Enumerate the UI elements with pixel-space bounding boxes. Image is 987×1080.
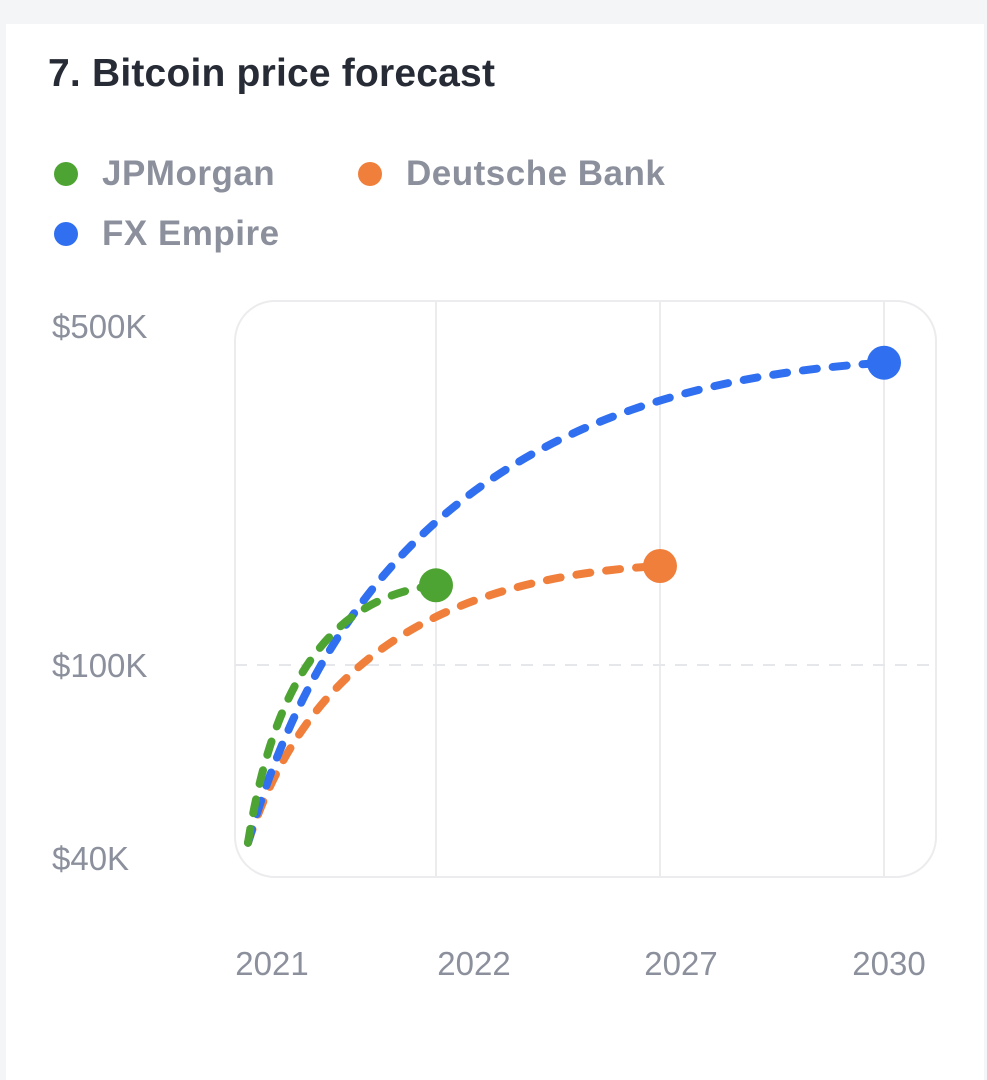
legend-label-deutsche-bank: Deutsche Bank	[406, 154, 666, 193]
chart-title: 7. Bitcoin price forecast	[48, 52, 496, 95]
plot-frame	[234, 300, 937, 878]
legend-item-fx-empire: FX Empire	[54, 214, 280, 254]
y-tick-label: $100K	[52, 647, 147, 684]
x-tick-label-2030: 2030	[852, 945, 925, 982]
series-endpoint-fx-empire	[867, 345, 901, 380]
y-tick-label: $40K	[52, 840, 129, 877]
series-endpoint-deutsche-bank	[643, 549, 677, 584]
legend-item-jpmorgan: JPMorgan	[54, 154, 275, 194]
x-tick-label-2027: 2027	[644, 945, 717, 982]
series-line-jpmorgan	[244, 581, 440, 847]
legend-dot-fx-empire	[54, 222, 78, 246]
forecast-card	[6, 24, 984, 1080]
series-endpoint-jpmorgan	[419, 568, 453, 603]
legend-dot-deutsche-bank	[358, 162, 382, 186]
x-tick-label-2022: 2022	[437, 945, 510, 982]
y-tick-label: $500K	[52, 308, 147, 345]
legend-item-deutsche-bank: Deutsche Bank	[358, 154, 665, 194]
series-line-fx-empire	[244, 358, 888, 847]
x-tick-label-2021: 2021	[235, 945, 308, 982]
legend-dot-jpmorgan	[54, 162, 78, 186]
series-line-deutsche-bank	[244, 562, 664, 847]
legend-label-fx-empire: FX Empire	[102, 214, 280, 253]
legend-label-jpmorgan: JPMorgan	[102, 154, 276, 193]
